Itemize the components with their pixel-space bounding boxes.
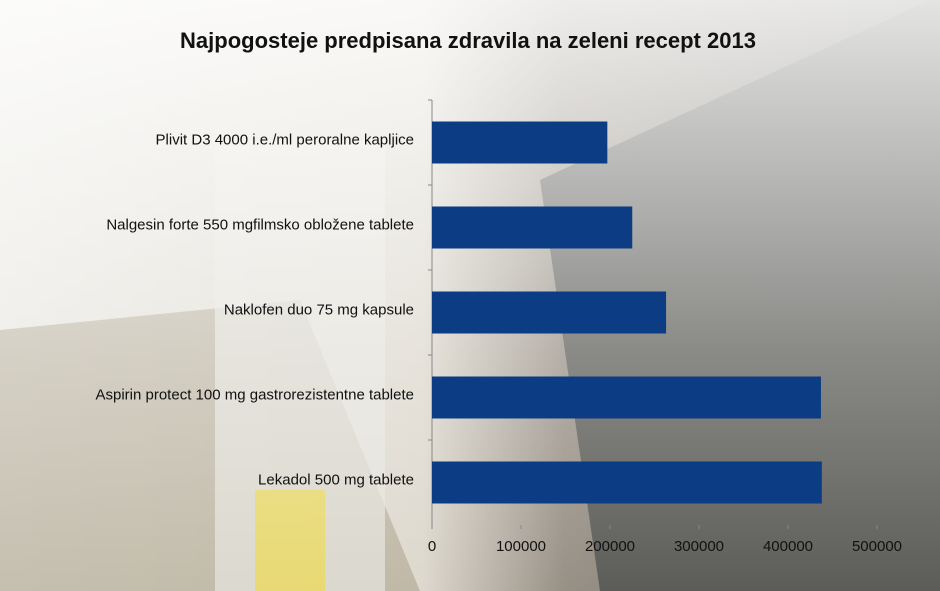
x-tick-label: 200000 (585, 538, 635, 555)
y-tick-label: Nalgesin forte 550 mgfilmsko obložene ta… (106, 216, 414, 233)
x-tick-label: 300000 (674, 538, 724, 555)
x-tick-label: 0 (428, 538, 436, 555)
bar (432, 206, 633, 249)
y-tick-label: Plivit D3 4000 i.e./ml peroralne kapljic… (156, 131, 414, 148)
bar (432, 376, 821, 419)
y-tick-label: Aspirin protect 100 mg gastrorezistentne… (95, 386, 414, 403)
bar (432, 121, 608, 164)
x-tick-label: 100000 (496, 538, 546, 555)
y-tick-label: Naklofen duo 75 mg kapsule (224, 301, 414, 318)
x-tick-label: 400000 (763, 538, 813, 555)
bar (432, 461, 822, 504)
bar (432, 291, 667, 334)
chart-title: Najpogosteje predpisana zdravila na zele… (180, 28, 756, 53)
y-tick-label: Lekadol 500 mg tablete (258, 471, 414, 488)
x-tick-label: 500000 (852, 538, 902, 555)
